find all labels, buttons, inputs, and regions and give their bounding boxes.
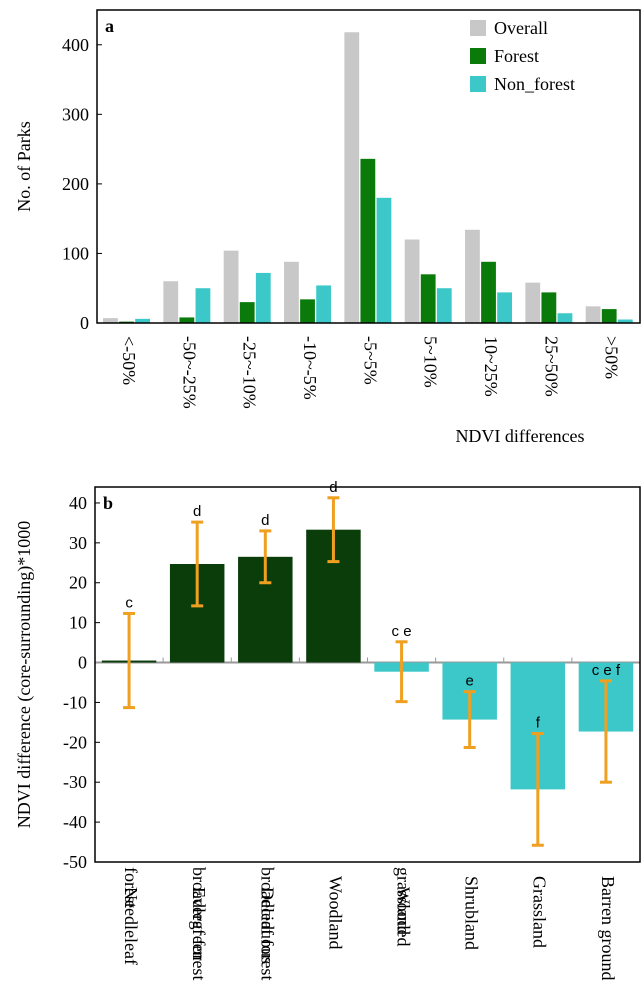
legend-label: Forest [494, 46, 539, 66]
bar [465, 229, 480, 323]
group-label: d [193, 503, 201, 520]
bar [223, 250, 239, 323]
x-tick-label: -25~-10% [240, 336, 260, 409]
y-tick-label: 300 [62, 104, 89, 124]
y-tick-label: -30 [63, 772, 87, 792]
bar [300, 299, 315, 323]
bar [541, 292, 557, 323]
error-bar [463, 690, 476, 750]
x-tick-label: -50~-25% [179, 336, 199, 409]
error-bar [327, 496, 340, 564]
y-tick-label: -40 [63, 812, 87, 832]
y-tick-label: -10 [63, 692, 87, 712]
bar [420, 274, 436, 323]
bar [239, 302, 255, 323]
error-bar [395, 640, 408, 704]
error-bar [123, 611, 136, 710]
x-tick-label: Barren ground [598, 876, 618, 980]
legend-swatch [470, 76, 486, 92]
x-tick-label-line: grassland [393, 867, 413, 935]
y-tick-label: 200 [62, 174, 89, 194]
bar [557, 313, 573, 323]
x-tick-label: Grassland [530, 876, 550, 948]
bar [617, 319, 633, 323]
x-tick-label: Needleleafforest [121, 867, 141, 965]
bar [585, 306, 601, 323]
x-tick-label: 10~25% [481, 336, 501, 397]
x-axis-label: NDVI differences [455, 426, 584, 446]
bar [103, 318, 118, 323]
y-tick-label: -50 [63, 852, 87, 872]
plot-frame [94, 486, 641, 863]
x-tick-label: -5~5% [360, 336, 380, 385]
group-label: c [125, 594, 133, 611]
bar [179, 317, 195, 323]
bar [481, 261, 496, 323]
y-tick-label: 40 [69, 493, 87, 513]
bar [135, 318, 151, 323]
x-tick-label-line: Deciduous [257, 887, 277, 964]
panel-label: a [105, 16, 114, 36]
bar [284, 261, 299, 323]
group-label: c e f [592, 662, 621, 679]
bar [255, 272, 271, 323]
x-tick-label: -10~-5% [300, 336, 320, 400]
legend-swatch [470, 48, 486, 64]
x-tick-label: Evergreenbroadleaf forest [189, 867, 209, 980]
bar [163, 281, 179, 323]
bar [525, 282, 541, 323]
group-label: c e [392, 623, 412, 640]
y-tick-label: 10 [69, 613, 87, 633]
group-label: d [261, 512, 269, 529]
bar [497, 292, 513, 323]
x-tick-label: >50% [602, 336, 622, 379]
y-tick-label: 100 [62, 243, 89, 263]
error-bar [259, 529, 272, 585]
x-tick-label: Shrubland [462, 876, 482, 950]
legend-label: Non_forest [494, 74, 575, 94]
bar [436, 288, 452, 323]
panel-label: b [103, 493, 113, 513]
bar [344, 32, 360, 323]
y-tick-label: 0 [78, 653, 87, 673]
group-label: f [536, 715, 541, 732]
x-tick-label: Woodedgrassland [393, 867, 413, 947]
bar [404, 239, 420, 323]
y-tick-label: 20 [69, 573, 87, 593]
y-tick-label: 0 [80, 313, 89, 333]
x-tick-label-line: forest [121, 867, 141, 908]
y-axis-label: No. of Parks [14, 121, 34, 212]
y-tick-label: 30 [69, 533, 87, 553]
x-tick-label: 5~10% [421, 336, 441, 388]
x-tick-label-line: broadleaf forest [257, 867, 277, 980]
x-tick-label: Deciduousbroadleaf forest [257, 867, 277, 980]
bar [316, 285, 332, 323]
bar [376, 197, 392, 323]
y-tick-label: 400 [62, 35, 89, 55]
bar [195, 288, 211, 323]
legend-swatch [470, 20, 486, 36]
x-tick-label-line: Needleleaf [121, 887, 141, 965]
bar [601, 309, 617, 323]
y-axis-label: NDVI difference (core-surrounding)*1000 [14, 521, 35, 829]
legend-label: Overall [494, 18, 548, 38]
x-tick-label-line: Evergreen [189, 887, 209, 961]
y-tick-label: -20 [63, 732, 87, 752]
plot-frame [96, 9, 641, 324]
x-tick-label: <-50% [119, 336, 139, 385]
x-tick-label-line: Wooded [393, 887, 413, 947]
error-bar [599, 679, 612, 784]
x-tick-label: Woodland [325, 876, 345, 950]
error-bar [191, 520, 204, 608]
x-tick-label-line: broadleaf forest [189, 867, 209, 980]
group-label: e [466, 673, 474, 690]
bar [360, 158, 376, 323]
error-bar [531, 732, 544, 847]
x-tick-label: 25~50% [541, 336, 561, 397]
